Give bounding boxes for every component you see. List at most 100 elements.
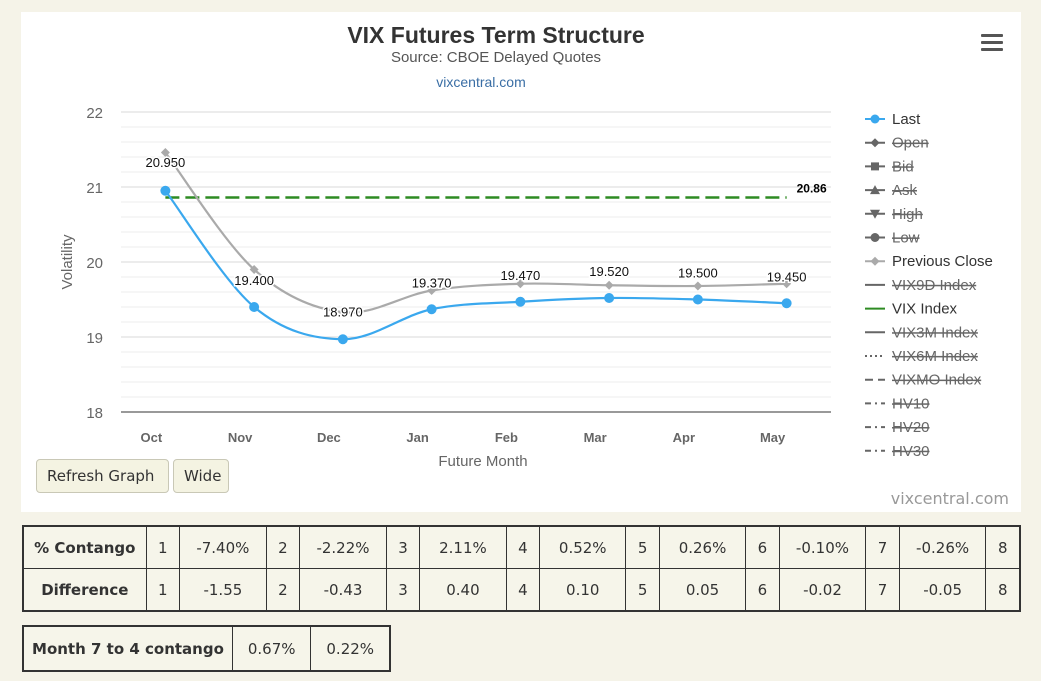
chart-subtitle: Source: CBOE Delayed Quotes [391, 49, 601, 66]
last-point [692, 294, 703, 305]
month-contango-value: 0.22% [310, 625, 391, 672]
legend-label: Last [892, 111, 921, 128]
y-axis-title: Volatility [59, 234, 76, 290]
previous-close-point [782, 279, 792, 289]
legend-label: HV10 [892, 395, 930, 412]
table-row: Month 7 to 4 contango 0.67% 0.22% [22, 625, 391, 672]
contango-table: % Contango 1 -7.40% 2 -2.22% 3 2.11% 4 0.52% 5 0.2… [22, 525, 1021, 612]
legend-symbol-circle [870, 233, 880, 242]
legend-label: VIX Index [892, 301, 958, 318]
legend-item[interactable]: VIX3M Index [865, 324, 978, 341]
x-tick-label: Jan [406, 430, 428, 445]
x-tick-label: Nov [228, 430, 253, 445]
value-cell: -0.26% [898, 525, 987, 569]
data-label: 19.500 [678, 266, 718, 281]
y-tick-label: 19 [86, 330, 103, 347]
value-cell: 0.26% [658, 525, 747, 569]
series-layer: 20.86 20.950 19.400 18.970 19.370 19.470 19.52… [144, 148, 827, 345]
legend-label: Previous Close [892, 253, 993, 270]
previous-close-point [338, 307, 348, 317]
last-point [515, 296, 526, 307]
legend-symbol-square [871, 162, 879, 171]
month-index-cell: 4 [505, 525, 541, 569]
legend-item[interactable]: High [865, 206, 923, 223]
value-cell: 0.05 [658, 568, 747, 612]
legend-label: VIX6M Index [892, 348, 978, 365]
legend-item[interactable]: Last [865, 111, 921, 128]
legend-item[interactable]: VIX6M Index [865, 348, 978, 365]
x-tick-label: Apr [673, 430, 695, 445]
y-tick-label: 18 [86, 405, 103, 422]
previous-close-series-line [164, 151, 787, 314]
legend-item[interactable]: HV20 [865, 419, 930, 436]
month-index-cell: 7 [865, 568, 900, 612]
last-point [604, 293, 615, 303]
hamburger-menu-icon[interactable] [981, 34, 1003, 52]
value-cell: -0.43 [299, 568, 387, 612]
y-tick-label: 20 [86, 255, 103, 272]
data-label: 18.970 [323, 304, 363, 319]
grid-lines [121, 111, 831, 398]
month-contango-table: Month 7 to 4 contango 0.67% 0.22% [22, 625, 391, 672]
term-structure-chart: VIX Futures Term Structure Source: CBOE … [59, 22, 993, 470]
previous-close-point [160, 148, 170, 157]
month-index-cell: 3 [385, 568, 421, 612]
legend-item[interactable]: Low [865, 230, 920, 247]
value-cell: -1.55 [179, 568, 267, 612]
legend-label: Open [892, 135, 929, 152]
legend-label: HV20 [892, 419, 930, 436]
x-tick-label: May [760, 430, 786, 445]
month-index-cell: 8 [985, 568, 1021, 612]
credits-link[interactable]: vixcentral.com [890, 489, 1009, 508]
legend-symbol-diamond [870, 256, 880, 266]
month-index-cell: 2 [265, 525, 301, 569]
chart-card: VIX Futures Term Structure Source: CBOE … [21, 12, 1021, 512]
refresh-graph-button[interactable]: Refresh Graph [36, 459, 169, 493]
legend-symbol-triangle-down [870, 209, 880, 219]
chart-source-link[interactable]: vixcentral.com [436, 74, 525, 90]
value-cell: 0.52% [539, 525, 627, 569]
legend-item[interactable]: VIX Index [865, 301, 958, 318]
x-tick-label: Mar [584, 430, 607, 445]
legend-item[interactable]: Bid [865, 158, 914, 175]
last-point [337, 334, 348, 345]
month-index-cell: 4 [505, 568, 541, 612]
previous-close-point [427, 286, 437, 295]
legend: Last Open Bid Ask High Low Previous Close VIX9D… [865, 111, 993, 460]
chart-title: VIX Futures Term Structure [347, 22, 644, 48]
legend-label: HV30 [892, 443, 930, 460]
value-cell: -0.10% [778, 525, 867, 569]
month-index-cell: 8 [985, 525, 1021, 569]
month-index-cell: 3 [385, 525, 421, 569]
legend-item[interactable]: Open [865, 135, 929, 152]
data-label: 19.370 [412, 275, 452, 290]
month-index-cell: 1 [145, 525, 181, 569]
data-label: 19.520 [589, 264, 629, 279]
legend-symbol-triangle [870, 185, 880, 195]
x-axis-title: Future Month [438, 453, 527, 470]
legend-label: VIX3M Index [892, 324, 978, 341]
month-index-cell: 1 [145, 568, 181, 612]
legend-label: Low [892, 230, 920, 247]
legend-item[interactable]: HV30 [865, 443, 930, 460]
legend-label: VIX9D Index [892, 277, 977, 294]
wide-button[interactable]: Wide [173, 459, 229, 493]
legend-item[interactable]: Previous Close [865, 253, 993, 270]
legend-item[interactable]: VIX9D Index [865, 277, 977, 294]
row-header: Difference [22, 568, 147, 612]
legend-item[interactable]: Ask [865, 182, 918, 199]
legend-item[interactable]: VIXMO Index [865, 372, 982, 389]
row-header: % Contango [22, 525, 147, 569]
y-tick-label: 21 [86, 180, 103, 197]
legend-item[interactable]: HV10 [865, 395, 930, 412]
last-point [160, 185, 171, 196]
value-cell: -0.02 [778, 568, 867, 612]
legend-symbol-circle [870, 114, 880, 124]
legend-label: Ask [892, 182, 918, 199]
value-cell: -2.22% [299, 525, 387, 569]
month-index-cell: 5 [625, 525, 660, 569]
month-contango-header: Month 7 to 4 contango [22, 625, 233, 672]
legend-symbol-diamond [870, 138, 880, 148]
month-contango-value: 0.67% [231, 625, 312, 672]
contango-table-body: % Contango 1 -7.40% 2 -2.22% 3 2.11% 4 0.52% 5 0.2… [22, 525, 1021, 612]
